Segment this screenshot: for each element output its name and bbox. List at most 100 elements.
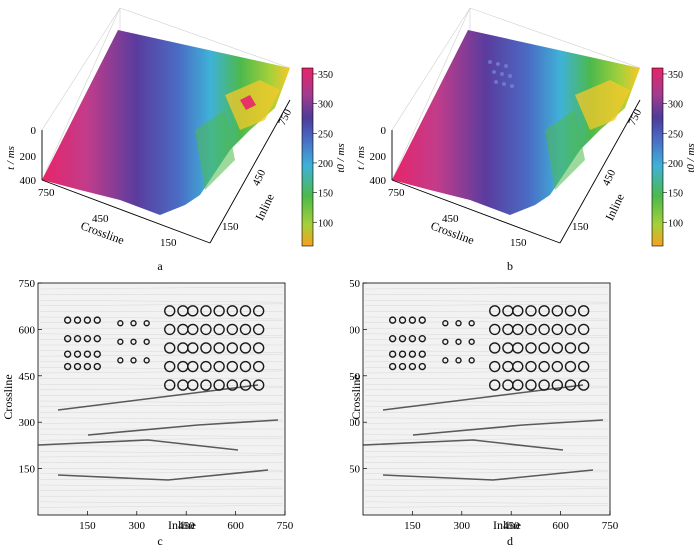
cave-anomaly xyxy=(63,362,72,371)
cave-anomaly xyxy=(525,342,537,354)
cave-anomaly xyxy=(164,379,176,391)
y-axis-label-d: Crossline xyxy=(350,374,363,419)
cave-anomaly xyxy=(187,360,199,373)
cave-anomaly xyxy=(455,320,462,327)
cave-anomaly xyxy=(551,379,564,391)
panel-c: 150 300 450 600 750 150 300 450 600 750 Inline Cr… xyxy=(0,275,350,549)
cave-anomaly xyxy=(408,316,417,324)
cave-anomaly xyxy=(63,316,72,324)
colorbar-tick-label: 100 xyxy=(668,218,683,229)
y-tick-450: 450 xyxy=(600,167,618,187)
cave-anomaly xyxy=(538,360,550,373)
cave-anomaly xyxy=(239,305,252,317)
texture-streak xyxy=(39,505,284,508)
x-tick-150: 150 xyxy=(510,237,527,249)
cave-anomaly xyxy=(83,362,92,371)
surface-plot-a: 0 200 400 t / ms 750 450 150 Crossline 1… xyxy=(5,7,347,273)
texture-streak xyxy=(39,434,284,437)
cave-anomaly xyxy=(200,379,212,391)
cave-anomaly xyxy=(551,360,564,373)
z-tick-200: 200 xyxy=(370,151,387,163)
x-tick-label: 450 xyxy=(503,520,520,532)
cave-anomaly xyxy=(408,350,417,358)
cave-anomaly xyxy=(538,323,550,336)
texture-streak xyxy=(39,333,284,337)
cave-anomaly xyxy=(564,379,577,391)
cave-anomaly xyxy=(117,320,124,327)
texture-streak xyxy=(364,387,609,391)
cave-anomaly xyxy=(239,360,252,373)
cave-anomaly xyxy=(512,360,524,373)
cave-anomaly xyxy=(489,305,501,317)
cave-anomaly xyxy=(252,379,265,391)
map-c: 150 300 450 600 750 150 300 450 600 750 xyxy=(19,278,294,532)
cave-anomaly xyxy=(512,305,524,317)
cave-anomaly xyxy=(63,350,72,358)
colorbar-tick-label: 200 xyxy=(318,159,333,170)
cave-anomaly xyxy=(564,305,577,317)
cave-anomaly xyxy=(63,334,72,343)
cave-anomaly xyxy=(418,362,426,371)
texture-streak xyxy=(39,467,284,471)
panel-label-c: c xyxy=(157,534,162,548)
cave-anomaly xyxy=(525,323,537,336)
x-tick-label: 300 xyxy=(129,520,146,532)
colorbar-tick-label: 250 xyxy=(668,129,683,140)
texture-streak xyxy=(364,299,609,303)
fault-band xyxy=(87,419,279,436)
cave-anomaly xyxy=(226,342,239,354)
colorbar-tick-label: 200 xyxy=(668,159,683,170)
z-tick-200: 200 xyxy=(20,151,37,163)
cave-anomaly xyxy=(200,360,212,373)
texture-streak xyxy=(39,400,284,404)
texture-streak xyxy=(39,387,284,391)
y-tick-label: 600 xyxy=(19,324,36,336)
colorbar-tick-label: 300 xyxy=(318,100,333,111)
texture-streak xyxy=(364,333,609,337)
y-axis-label: Inline xyxy=(252,191,277,222)
y-axis-label: Inline xyxy=(602,191,627,222)
cave-anomaly xyxy=(93,350,101,358)
cave-anomaly xyxy=(442,320,449,327)
cave-anomaly xyxy=(564,360,577,373)
cave-anomaly xyxy=(577,323,590,336)
texture-streak xyxy=(364,451,609,454)
cave-anomaly xyxy=(512,323,524,336)
texture-streak xyxy=(364,467,609,471)
y-tick-label: 450 xyxy=(19,371,36,383)
cave-anomaly xyxy=(525,379,537,391)
z-tick-400: 400 xyxy=(370,175,387,187)
cave-anomaly xyxy=(239,379,252,391)
y-tick-750: 750 xyxy=(276,107,294,127)
surface-a xyxy=(42,30,290,215)
cave-anomaly xyxy=(83,316,92,324)
cave-anomaly xyxy=(512,342,524,354)
z-tick-0: 0 xyxy=(381,125,387,137)
panel-b: 0 200 400 t / ms 750 450 150 Crossline 1… xyxy=(350,0,700,275)
cave-anomaly xyxy=(564,342,577,354)
texture-streak xyxy=(364,417,609,421)
z-axis-label: t / ms xyxy=(355,146,367,170)
x-tick-750: 750 xyxy=(38,187,55,199)
cave-anomaly xyxy=(551,305,564,317)
cave-anomaly xyxy=(226,305,239,317)
cave-anomaly xyxy=(73,316,82,324)
colorbar-tick-label: 150 xyxy=(318,189,333,200)
cave-anomaly xyxy=(468,320,475,327)
panel-label-d: d xyxy=(507,534,513,548)
cave-anomaly xyxy=(117,338,124,345)
colorbar-ticks-b: 350 300 250 200 150 100 xyxy=(663,70,683,229)
x-tick-label: 750 xyxy=(277,520,294,532)
cave-anomaly xyxy=(418,350,426,358)
cave-anomaly xyxy=(252,342,265,354)
cave-anomaly xyxy=(577,305,590,317)
cave-anomaly xyxy=(525,305,537,317)
cave-anomaly xyxy=(252,323,265,336)
cave-anomaly xyxy=(577,342,590,354)
cave-anomaly xyxy=(164,342,176,354)
y-tick-label: 150 xyxy=(350,464,361,476)
colorbar-a xyxy=(301,67,314,247)
colorbar-tick-label: 150 xyxy=(668,189,683,200)
cave-anomaly xyxy=(83,350,92,358)
cave-anomaly xyxy=(73,362,82,371)
